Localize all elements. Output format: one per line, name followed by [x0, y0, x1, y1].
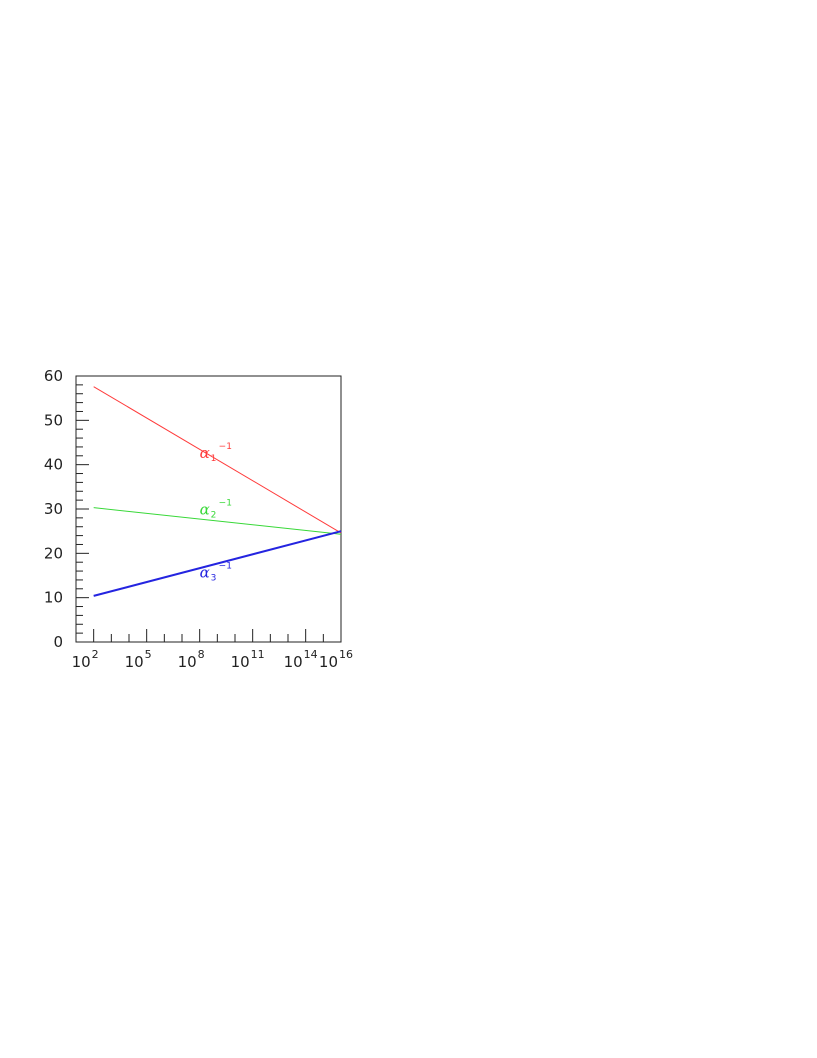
x-tick-label: 10 8 — [178, 648, 205, 671]
x-tick-exponent: 16 — [339, 648, 353, 661]
series-label-superscript: −1 — [219, 442, 232, 452]
series-line-2 — [93, 507, 342, 535]
series-label-symbol: α — [200, 444, 210, 462]
series-label-3: α 3−1 — [200, 562, 232, 584]
x-tick-base: 10 — [319, 653, 338, 671]
series-label-2: α 2−1 — [200, 498, 232, 520]
y-tick-label: 60 — [44, 367, 63, 385]
x-tick-label: 10 5 — [125, 648, 152, 671]
x-tick-exponent: 11 — [251, 648, 265, 661]
y-tick-label: 0 — [53, 633, 63, 651]
series-label-1: α 1−1 — [200, 442, 232, 464]
x-tick-label: 10 16 — [319, 648, 353, 671]
y-tick-label: 10 — [44, 589, 63, 607]
series-label-subscript: 2 — [211, 510, 217, 520]
series-label-superscript: −1 — [219, 562, 232, 572]
series-line-3 — [93, 530, 342, 597]
x-tick-exponent: 5 — [145, 648, 152, 661]
x-tick-label: 10 14 — [284, 648, 318, 671]
series-label-superscript: −1 — [219, 498, 232, 508]
x-tick-base: 10 — [72, 653, 91, 671]
y-tick-label: 30 — [44, 500, 63, 518]
x-tick-exponent: 14 — [304, 648, 318, 661]
x-tick-exponent: 2 — [92, 648, 99, 661]
series-label-symbol: α — [200, 500, 210, 518]
x-tick-base: 10 — [178, 653, 197, 671]
x-tick-base: 10 — [125, 653, 144, 671]
x-tick-base: 10 — [284, 653, 303, 671]
y-tick-label: 50 — [44, 411, 63, 429]
series-label-subscript: 3 — [211, 574, 217, 584]
x-tick-exponent: 8 — [198, 648, 205, 661]
series-line-1 — [93, 386, 342, 534]
y-tick-label: 20 — [44, 544, 63, 562]
y-tick-label: 40 — [44, 456, 63, 474]
x-tick-base: 10 — [231, 653, 250, 671]
x-tick-label: 10 2 — [72, 648, 99, 671]
x-tick-label: 10 11 — [231, 648, 265, 671]
series-label-symbol: α — [200, 564, 210, 582]
series-label-subscript: 1 — [211, 454, 217, 464]
